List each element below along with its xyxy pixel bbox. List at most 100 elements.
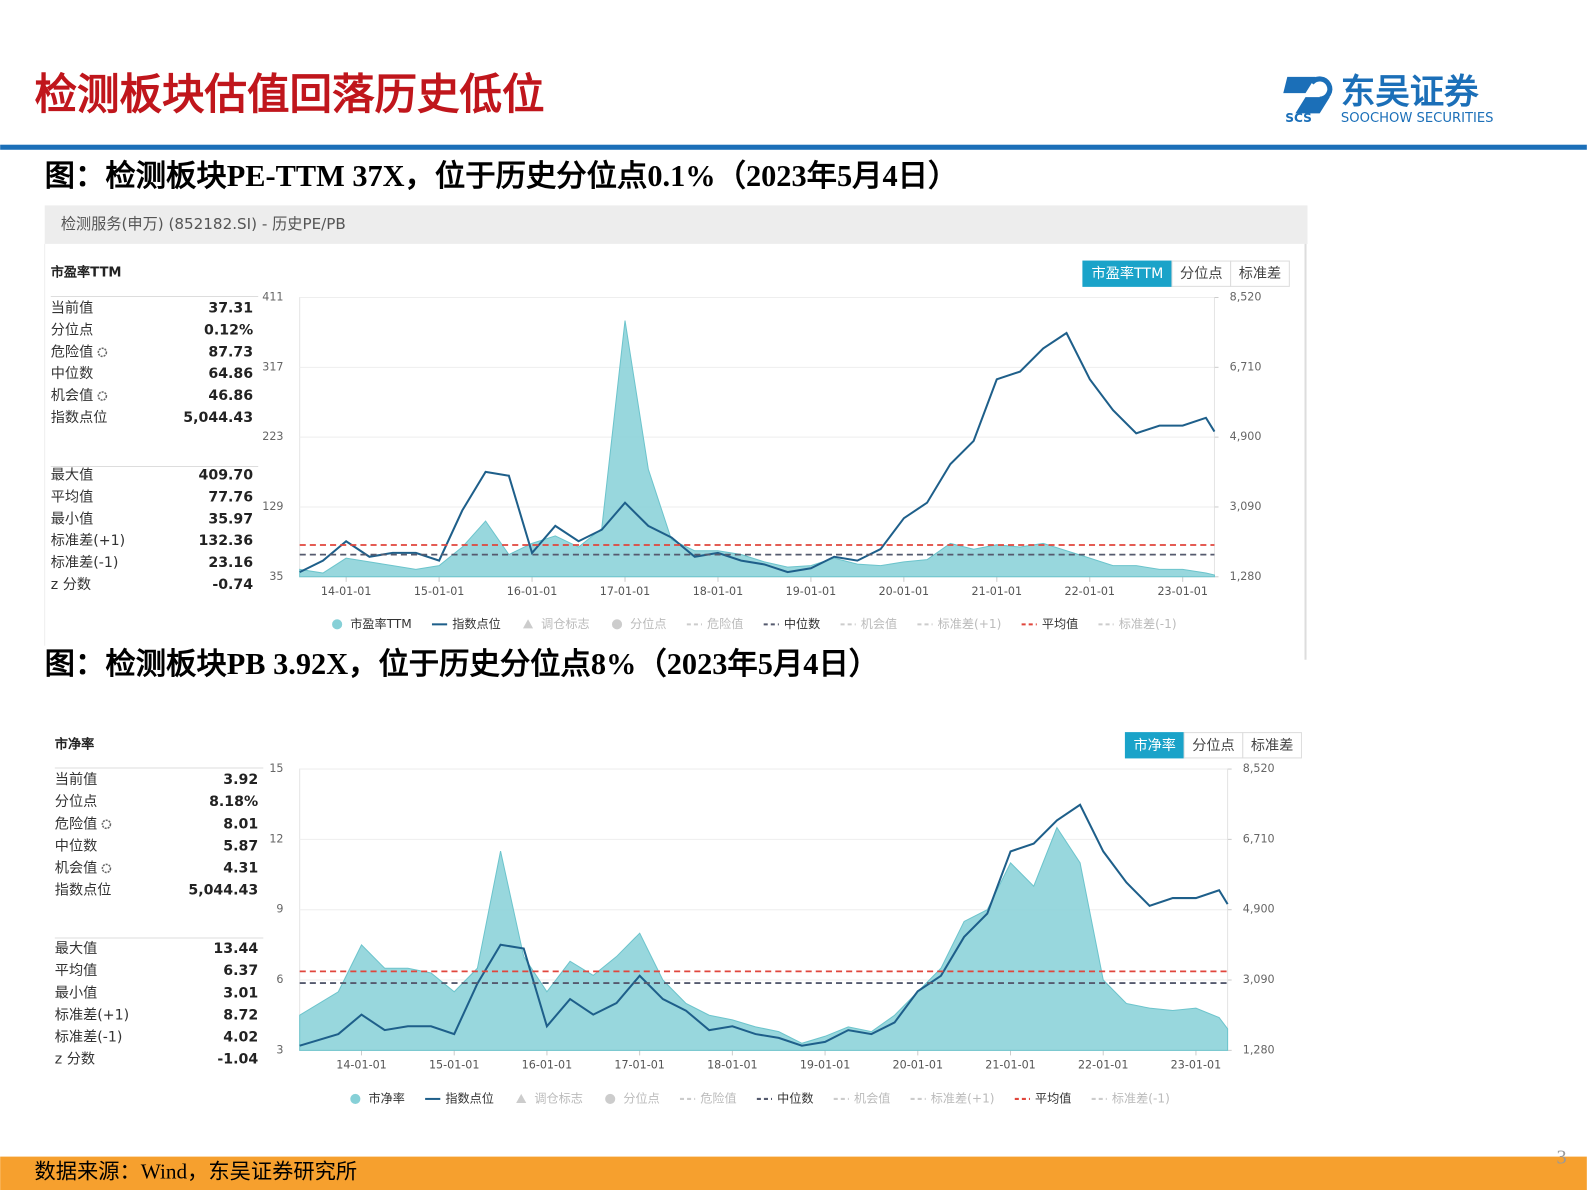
stat-label: 标准差(+1) (55, 1007, 129, 1023)
stat-value: 35.97 (208, 511, 253, 527)
legend-label[interactable]: 调仓标志 (541, 617, 590, 631)
stat-value: 5.87 (223, 838, 258, 854)
stat-value: 8.01 (223, 816, 258, 832)
stat-value: 4.02 (223, 1029, 258, 1045)
gear-icon (101, 863, 112, 874)
y2-tick-label: 1,280 (1230, 570, 1262, 583)
stat-label: 标准差(-1) (55, 1029, 123, 1045)
stat-label: 最大值 (51, 468, 93, 484)
x-tick-label: 20-01-01 (893, 1059, 944, 1072)
toggle-button[interactable] (1230, 260, 1290, 287)
legend-label[interactable]: 危险值 (700, 1090, 736, 1105)
stat-value: 0.12% (204, 322, 253, 338)
stat-label: 平均值 (55, 963, 97, 979)
stat-value: 3.01 (223, 985, 258, 1001)
legend-label[interactable]: 危险值 (707, 616, 743, 631)
line (299, 803, 1229, 1047)
y2-tick-label: 4,900 (1230, 430, 1262, 443)
stat-value: 13.44 (213, 941, 258, 957)
stat-label: z 分数 (51, 577, 91, 593)
legend-label[interactable]: 市净率 (369, 1090, 405, 1105)
stat-label: 分位点 (55, 794, 97, 810)
legend-label[interactable]: 标准差(+1) (931, 1091, 995, 1105)
stat-value: 409.70 (199, 468, 254, 484)
stat-label: 危险值 (55, 816, 97, 832)
y-tick-label: 15 (269, 762, 283, 775)
y-tick-label: 129 (262, 500, 283, 513)
stat-value: 4.31 (223, 860, 258, 876)
y2-tick-label: 8,520 (1230, 291, 1262, 304)
stat-value: 132.36 (199, 533, 254, 549)
legend-label[interactable]: 市盈率TTM (350, 616, 411, 631)
toggle-label: 标准差 (1251, 738, 1293, 754)
y-tick-label: 9 (276, 903, 283, 916)
panel-header (44, 205, 1308, 244)
x-tick-label: 14-01-01 (321, 585, 372, 598)
stat-label: 标准差(-1) (51, 555, 119, 571)
y-tick-label: 6 (276, 973, 283, 986)
legend-label[interactable]: 标准差(-1) (1112, 1091, 1170, 1105)
legend-symbol (350, 1093, 361, 1104)
logo-en: SOOCHOW SECURITIES (1341, 111, 1494, 126)
stat-label: 最大值 (55, 941, 97, 957)
y2-tick-label: 6,710 (1230, 360, 1262, 373)
toggle-button[interactable] (1124, 732, 1185, 759)
legend-label[interactable]: 调仓标志 (534, 1091, 583, 1105)
legend-label[interactable]: 标准差(-1) (1119, 617, 1177, 631)
x-tick-label: 15-01-01 (429, 1059, 480, 1072)
legend-symbol (611, 619, 623, 630)
legend-label[interactable]: 指数点位 (445, 1090, 494, 1105)
logo-abbr: SCS (1285, 111, 1312, 125)
header-rule (0, 144, 1587, 150)
legend-label[interactable]: 分位点 (623, 1090, 659, 1105)
stat-value: 8.72 (223, 1007, 258, 1023)
x-tick-label: 17-01-01 (614, 1059, 665, 1072)
stat-label: 当前值 (55, 771, 97, 788)
gear-icon (101, 819, 112, 830)
legend-label[interactable]: 标准差(+1) (938, 617, 1002, 631)
stat-label: 危险值 (51, 344, 93, 360)
legend-label[interactable]: 机会值 (861, 616, 897, 631)
footer-source: 数据来源：Wind，东吴证券研究所 (35, 1160, 358, 1184)
gear-icon (97, 391, 108, 401)
y2-tick-label: 3,090 (1230, 500, 1262, 513)
toggle-button[interactable] (1171, 260, 1232, 287)
stat-value: -0.74 (212, 577, 253, 593)
legend-label[interactable]: 中位数 (777, 1090, 813, 1105)
stat-value: 5,044.43 (188, 882, 258, 898)
area (299, 320, 1215, 578)
stat-value: 77.76 (208, 489, 253, 505)
logo-name: 东吴证券 (1341, 73, 1479, 113)
x-tick-label: 19-01-01 (786, 585, 837, 598)
area (299, 826, 1229, 1051)
x-tick-label: 15-01-01 (414, 585, 465, 598)
legend-label[interactable]: 分位点 (630, 616, 666, 631)
logo-icon (1283, 76, 1330, 114)
legend-label[interactable]: 机会值 (854, 1090, 890, 1105)
panel-subtitle: 市净率 (55, 735, 94, 752)
line (299, 331, 1216, 574)
gear-icon (97, 347, 108, 358)
x-tick-label: 21-01-01 (985, 1059, 1036, 1072)
footer-bar (0, 1156, 1587, 1190)
panel-title: 检测服务(申万) (852182.SI) - 历史PE/PB (61, 215, 346, 233)
toggle-label: 分位点 (1192, 738, 1234, 754)
stat-label: 最小值 (55, 985, 97, 1001)
legend-label[interactable]: 指数点位 (452, 616, 501, 631)
legend-label[interactable]: 平均值 (1042, 616, 1078, 631)
stat-label: 指数点位 (55, 882, 112, 898)
stat-label: 分位点 (51, 322, 93, 338)
x-tick-label: 17-01-01 (600, 585, 651, 598)
x-tick-label: 16-01-01 (507, 585, 558, 598)
legend-label[interactable]: 中位数 (784, 616, 820, 631)
panel-subtitle: 市盈率TTM (51, 264, 122, 281)
toggle-label: 市盈率TTM (1092, 265, 1164, 282)
stat-label: 机会值 (51, 388, 93, 404)
stat-value: 6.37 (223, 963, 258, 979)
stat-label: 标准差(+1) (51, 533, 125, 549)
stat-value: 64.86 (208, 366, 253, 382)
stat-label: 机会值 (55, 860, 97, 876)
legend-label[interactable]: 平均值 (1035, 1090, 1071, 1105)
toggle-button[interactable] (1242, 732, 1302, 759)
stat-value: 87.73 (208, 344, 253, 360)
